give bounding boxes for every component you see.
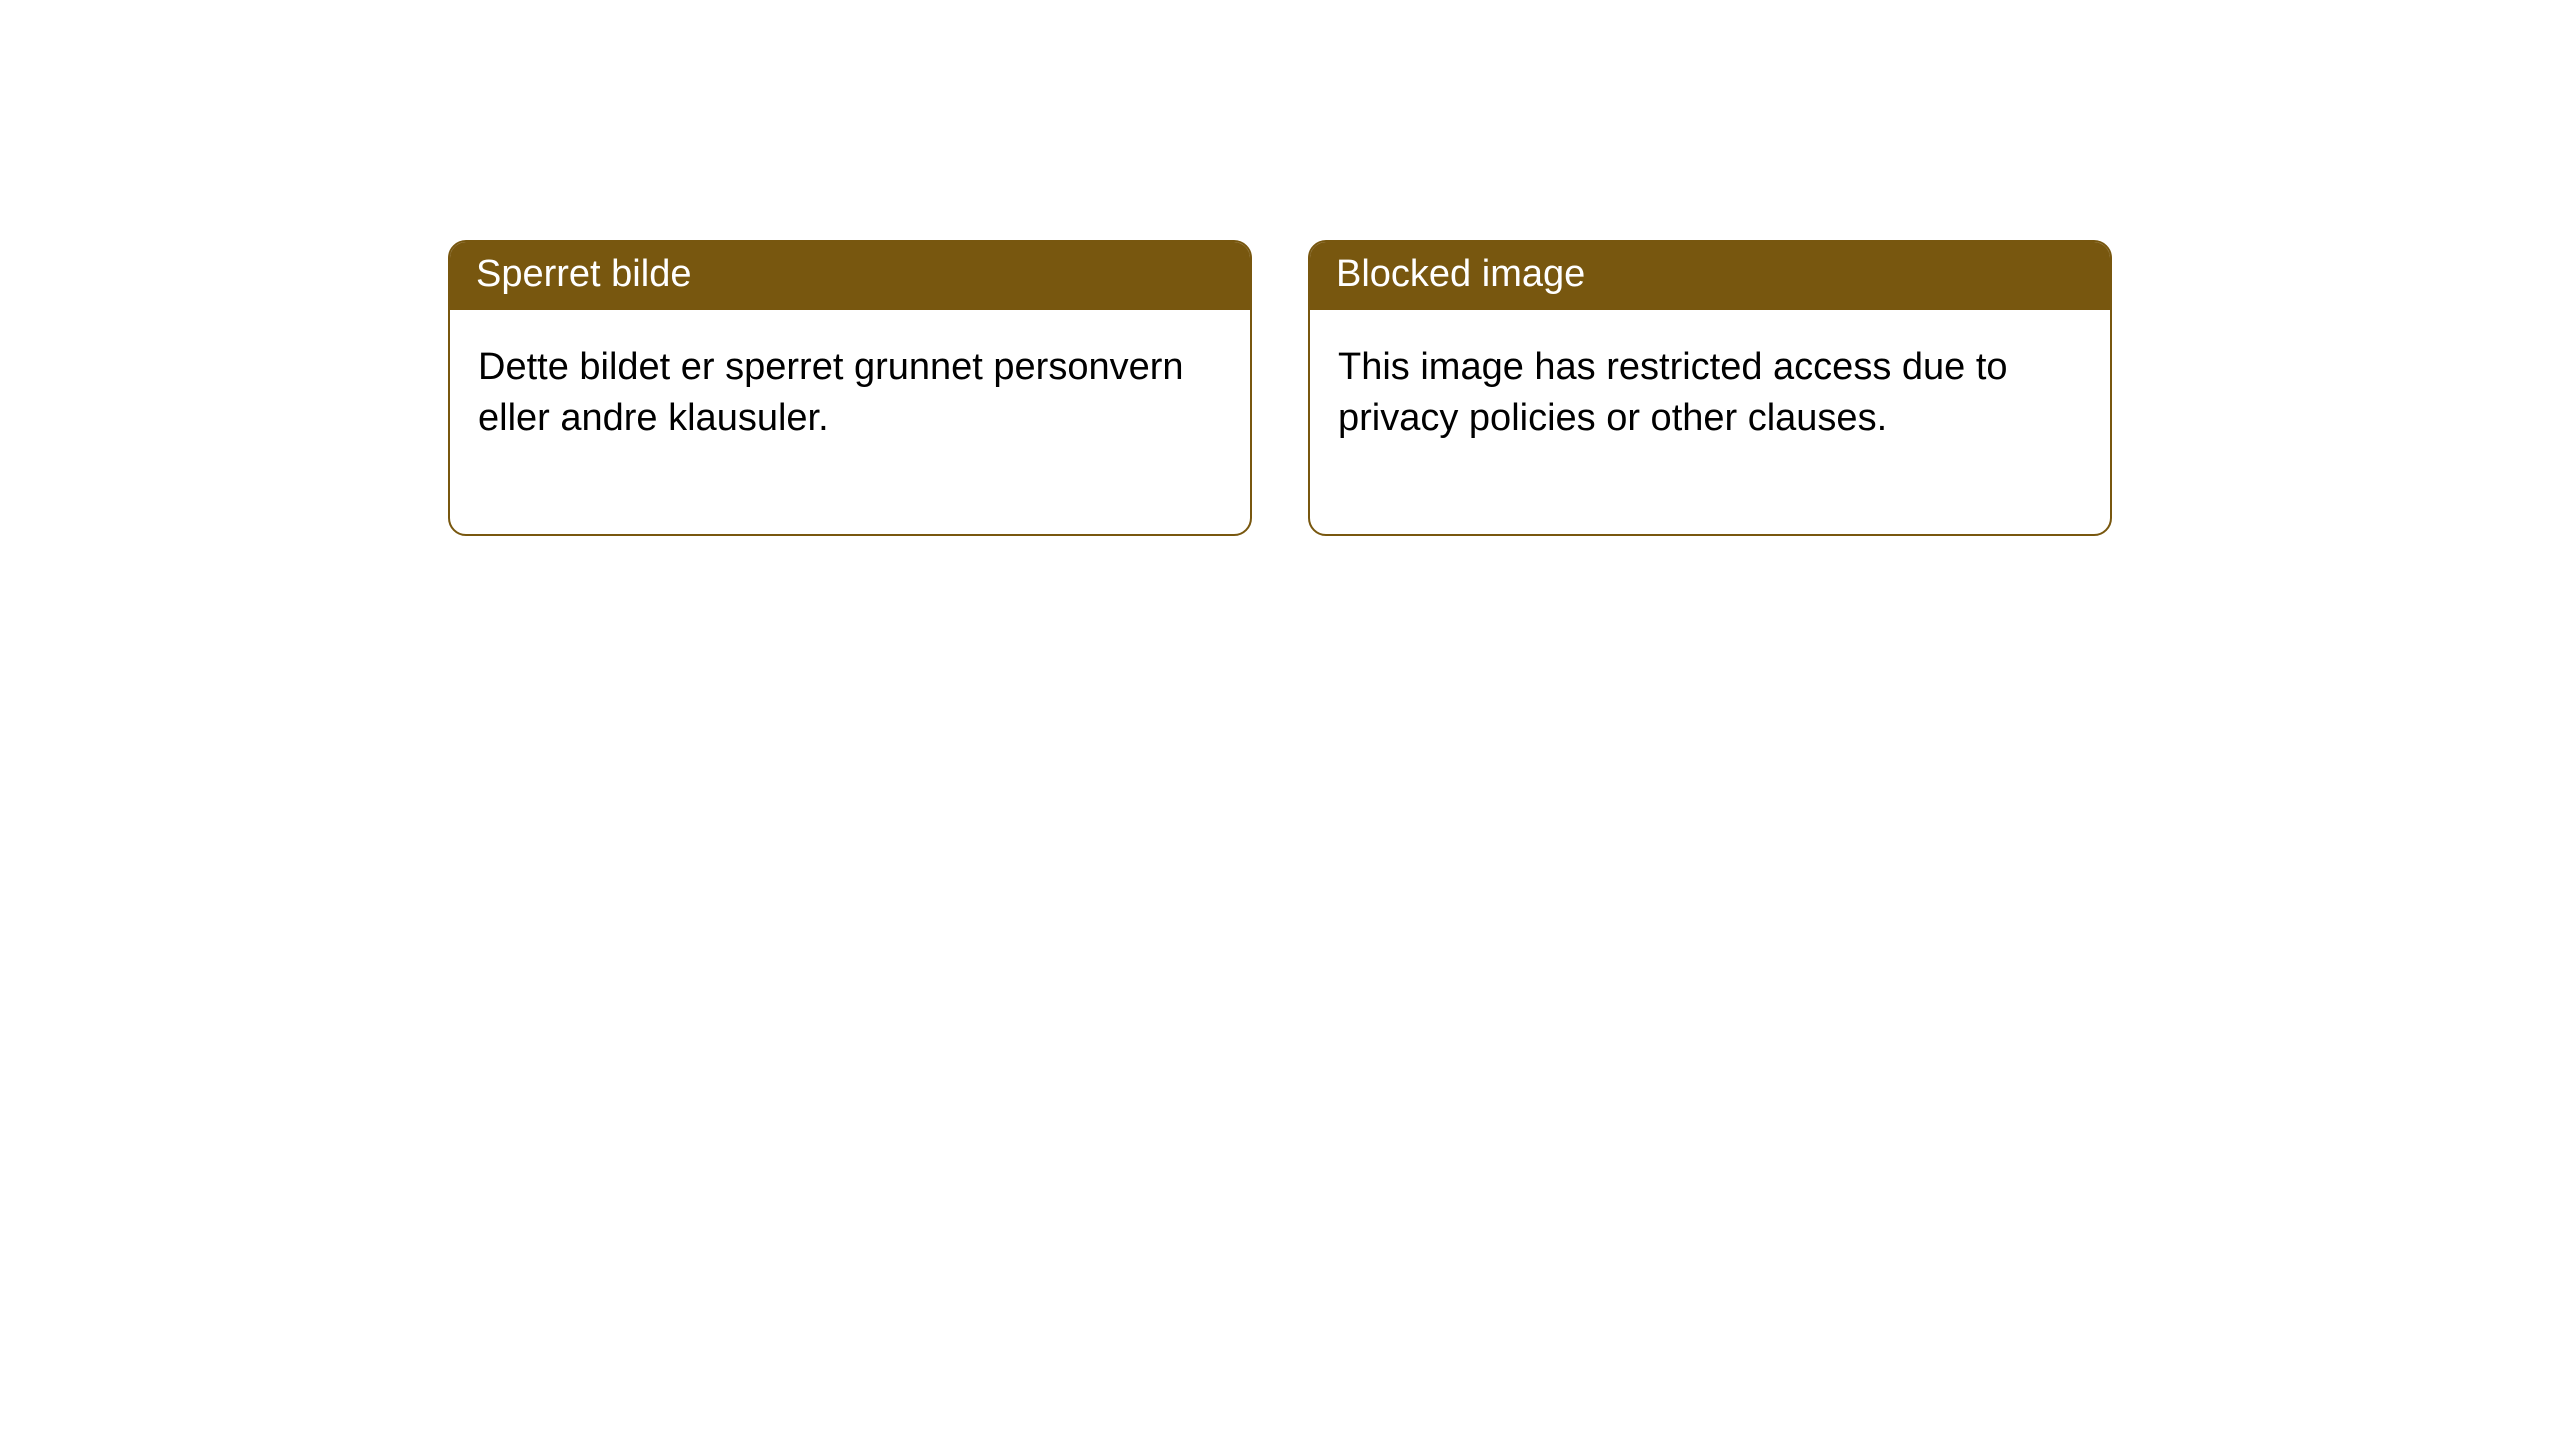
notice-container: Sperret bilde Dette bildet er sperret gr… [0, 0, 2560, 536]
notice-box-english: Blocked image This image has restricted … [1308, 240, 2112, 536]
notice-box-norwegian: Sperret bilde Dette bildet er sperret gr… [448, 240, 1252, 536]
notice-body: Dette bildet er sperret grunnet personve… [450, 310, 1250, 535]
notice-header: Blocked image [1310, 242, 2110, 310]
notice-header: Sperret bilde [450, 242, 1250, 310]
notice-body: This image has restricted access due to … [1310, 310, 2110, 535]
